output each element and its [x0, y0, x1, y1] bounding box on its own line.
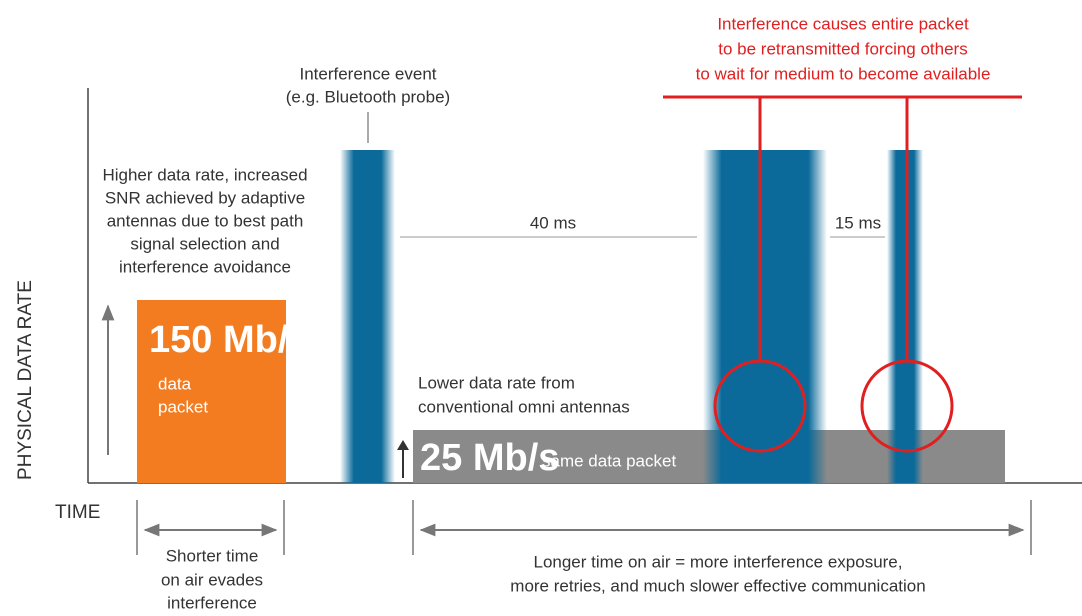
retransmit-note: Interference causes entire packet: [717, 14, 969, 33]
fast-note: SNR achieved by adaptive: [105, 188, 305, 207]
long-note: Longer time on air = more interference e…: [533, 552, 902, 571]
fast-note: Higher data rate, increased: [102, 165, 307, 184]
fast-note: signal selection and: [130, 234, 279, 253]
slow-label: same data packet: [542, 451, 676, 470]
slow-note: conventional omni antennas: [418, 397, 630, 416]
event-note: Interference event: [299, 64, 436, 83]
retransmit-note: to be retransmitted forcing others: [718, 39, 967, 58]
fast-note: interference avoidance: [119, 257, 291, 276]
arrow-head: [397, 440, 409, 450]
long-note: more retries, and much slower effective …: [510, 576, 925, 595]
retransmit-note: to wait for medium to become available: [696, 64, 991, 83]
interference-bar: [703, 150, 827, 483]
fast-label: data: [158, 374, 192, 393]
interference-bar: [340, 150, 395, 483]
fast-note: antennas due to best path: [107, 211, 304, 230]
short-note: interference: [167, 593, 257, 612]
interference-bar: [887, 150, 923, 483]
fast-label: packet: [158, 397, 208, 416]
gap-label: 15 ms: [835, 213, 881, 232]
event-note: (e.g. Bluetooth probe): [286, 87, 450, 106]
fast-rate: 150 Mb/s: [149, 319, 310, 361]
slow-note: Lower data rate from: [418, 373, 575, 392]
callout-circle: [860, 359, 954, 453]
y-axis-label: PHYSICAL DATA RATE: [15, 280, 36, 480]
slow-rate: 25 Mb/s: [420, 437, 559, 479]
short-note: on air evades: [161, 570, 263, 589]
short-note: Shorter time: [166, 546, 259, 565]
x-axis-label: TIME: [55, 502, 100, 523]
callout-circle: [713, 359, 807, 453]
gap-label: 40 ms: [530, 213, 576, 232]
fast-packet: [137, 300, 286, 483]
